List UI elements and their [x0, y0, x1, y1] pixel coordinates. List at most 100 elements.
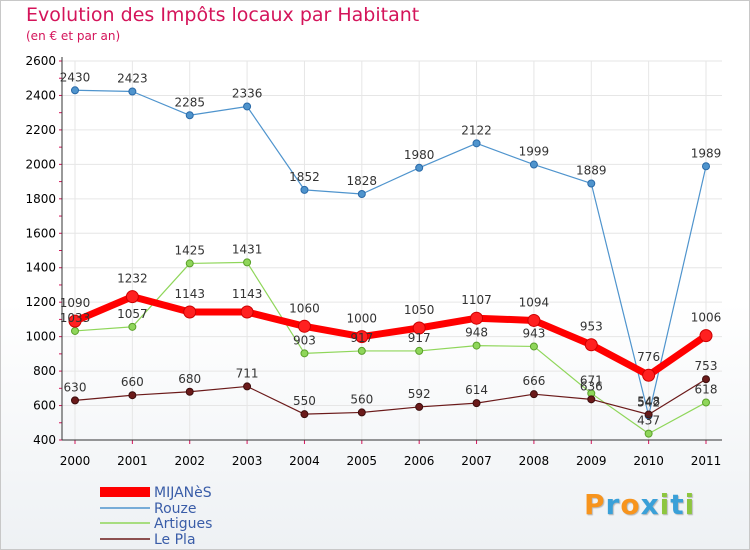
x-tick-label: 2006: [404, 454, 435, 468]
data-point: [243, 102, 252, 111]
x-tick-label: 2011: [691, 454, 722, 468]
chart-title: Evolution des Impôts locaux par Habitant: [26, 4, 420, 26]
data-point: [644, 429, 653, 438]
data-point: [185, 387, 194, 396]
data-label: 660: [121, 375, 144, 389]
x-tick-label: 2010: [633, 454, 664, 468]
data-point: [243, 258, 252, 267]
data-point: [702, 162, 710, 171]
y-tick-label: 1000: [25, 330, 56, 344]
x-tick-label: 2000: [60, 454, 91, 468]
data-label: 1889: [576, 163, 607, 177]
data-label: 680: [178, 372, 201, 386]
data-label: 917: [408, 331, 431, 345]
data-point: [472, 139, 481, 148]
axes: [59, 57, 722, 444]
data-point: [699, 329, 713, 343]
data-label: 1852: [289, 170, 320, 184]
data-label: 542: [637, 396, 660, 410]
x-tick-label: 2004: [289, 454, 320, 468]
data-point: [415, 402, 424, 411]
y-tick-label: 800: [33, 364, 56, 378]
data-labels: 2430 2423 2285 2336 1852 1828 1980 2122 1999 1889…: [60, 70, 722, 427]
data-label: 1000: [347, 312, 378, 326]
proxiti-logo: Proxiti: [584, 488, 695, 521]
data-label: 2423: [117, 71, 148, 85]
data-point: [71, 86, 79, 95]
data-point: [243, 382, 252, 391]
data-point: [185, 111, 194, 120]
data-label: 1094: [519, 295, 550, 309]
data-point: [128, 322, 137, 331]
series-line-1: [74, 89, 707, 417]
y-tick-label: 2400: [25, 88, 56, 102]
data-point: [125, 290, 139, 304]
data-label: 592: [408, 387, 431, 401]
data-label: 711: [236, 366, 259, 380]
data-label: 2336: [232, 86, 263, 100]
series-line-3: [74, 378, 707, 416]
logo-letter: i: [684, 488, 696, 521]
data-point: [185, 259, 194, 268]
data-point: [702, 398, 710, 407]
data-point: [128, 87, 137, 96]
x-tick-label: 2009: [576, 454, 607, 468]
data-label: 630: [64, 380, 87, 394]
x-tick-label: 2007: [461, 454, 492, 468]
data-label: 1999: [519, 145, 550, 159]
legend-label: MIJANèS: [154, 485, 212, 501]
data-label: 1980: [404, 148, 435, 162]
data-point: [300, 185, 309, 194]
data-point: [71, 326, 79, 335]
data-point: [183, 305, 197, 319]
y-tick-label: 1600: [25, 226, 56, 240]
data-label: 2285: [174, 95, 205, 109]
data-point: [357, 408, 366, 417]
data-label: 1232: [117, 272, 148, 286]
data-label: 1107: [461, 293, 492, 307]
data-point: [71, 396, 79, 405]
logo-letter: P: [584, 488, 606, 521]
series-lines: [68, 86, 713, 438]
data-point: [470, 311, 484, 325]
data-point: [357, 346, 366, 355]
data-label: 560: [350, 392, 373, 406]
data-label: 903: [293, 333, 316, 347]
data-label: 614: [465, 383, 488, 397]
data-point: [702, 375, 710, 384]
series-line-2: [74, 261, 707, 435]
logo-letter: i: [659, 488, 671, 521]
data-label: 1143: [232, 287, 263, 301]
data-point: [584, 338, 598, 352]
data-label: 437: [637, 414, 660, 428]
data-point: [529, 160, 538, 169]
data-label: 666: [522, 374, 545, 388]
data-label: 943: [522, 326, 545, 340]
data-point: [415, 346, 424, 355]
data-point: [527, 313, 541, 327]
data-label: 1033: [60, 311, 91, 325]
chart-subtitle: (en € et par an): [26, 29, 121, 43]
data-label: 548: [637, 395, 660, 409]
data-label: 1425: [174, 243, 205, 257]
y-tick-label: 400: [33, 433, 56, 447]
legend-label: Artigues: [154, 516, 212, 532]
data-point: [529, 390, 538, 399]
y-tick-label: 2600: [25, 54, 56, 68]
data-point: [642, 368, 656, 382]
data-label: 1989: [691, 146, 722, 160]
data-label: 1828: [347, 174, 378, 188]
y-tick-label: 600: [33, 399, 56, 413]
data-point: [300, 349, 309, 358]
data-point: [240, 305, 254, 319]
data-label: 953: [580, 320, 603, 334]
data-point: [587, 179, 596, 188]
logo-letter: r: [605, 488, 621, 521]
y-tick-labels: 400 600 800 1000 1200 1400 1600 1800 2000 2200 240…: [25, 54, 56, 447]
data-point: [297, 319, 311, 333]
data-point: [412, 321, 426, 335]
data-point: [128, 391, 137, 400]
data-point: [472, 341, 481, 350]
x-tick-labels: 2000 2001 2002 2003 2004 2005 2006 2007 2008 2009…: [60, 454, 722, 468]
